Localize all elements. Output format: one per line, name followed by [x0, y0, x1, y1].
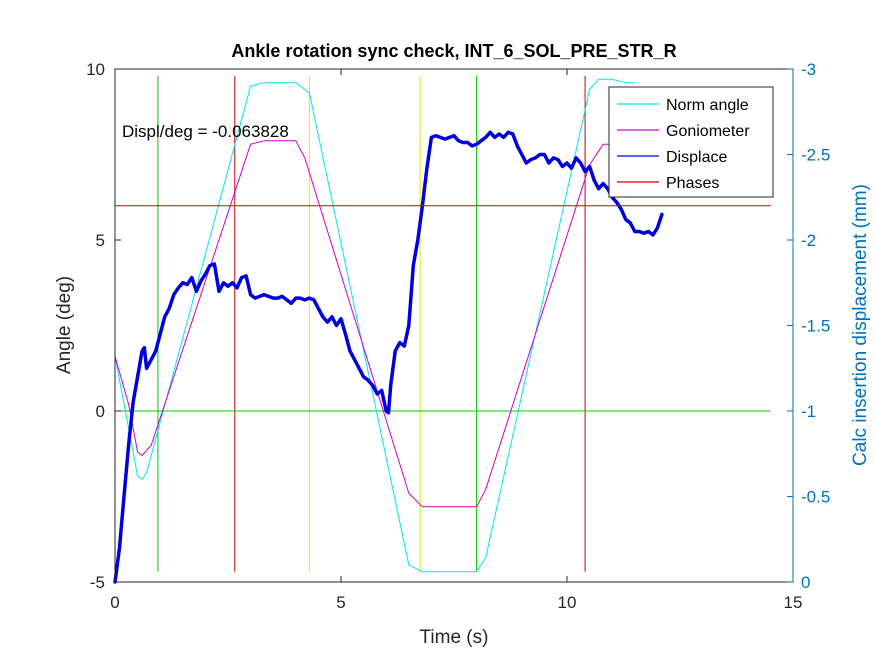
y-right-tick-label-3: -1.5	[801, 317, 830, 336]
legend-label-displace: Displace	[666, 149, 727, 166]
y-axis-right-label: Calc insertion displacement (mm)	[850, 184, 871, 466]
y-axis-left-label: Angle (deg)	[54, 276, 75, 374]
ticks: 0 5 10 15 -5 0 5 10 0 -0.5 -1 -1.5 -2 -2.5 -3	[86, 60, 830, 612]
legend-label-phases: Phases	[666, 175, 719, 192]
legend-label-goniometer: Goniometer	[666, 123, 750, 140]
y-right-tick-label-0: 0	[801, 573, 810, 592]
series-layer	[113, 78, 771, 584]
y-right-tick-label-1: -0.5	[801, 488, 830, 507]
chart-title: Ankle rotation sync check, INT_6_SOL_PRE…	[231, 41, 676, 61]
legend: Norm angle Goniometer Displace Phases	[608, 86, 774, 198]
reference-lines	[115, 75, 771, 572]
x-axis-label: Time (s)	[420, 627, 489, 648]
y-right-tick-label-4: -2	[801, 231, 816, 250]
y-right-tick-label-6: -3	[801, 60, 816, 79]
legend-label-norm-angle: Norm angle	[666, 97, 749, 114]
y-left-tick-label-3: 10	[86, 60, 105, 79]
y-left-tick-label-1: 0	[96, 402, 105, 421]
y-left-tick-label-0: -5	[90, 573, 105, 592]
y-right-tick-label-2: -1	[801, 402, 816, 421]
y-right-tick-label-5: -2.5	[801, 146, 830, 165]
y-left-tick-label-2: 5	[96, 231, 105, 250]
x-tick-label-2: 10	[558, 593, 577, 612]
series-displace	[113, 130, 664, 584]
series-goniometer	[114, 140, 613, 508]
x-tick-label-1: 5	[336, 593, 345, 612]
legend-box	[608, 86, 774, 198]
x-tick-label-3: 15	[784, 593, 803, 612]
series-norm-angle	[114, 78, 636, 573]
annotation-displ-per-deg: Displ/deg = -0.063828	[122, 122, 289, 141]
x-tick-label-0: 0	[110, 593, 119, 612]
